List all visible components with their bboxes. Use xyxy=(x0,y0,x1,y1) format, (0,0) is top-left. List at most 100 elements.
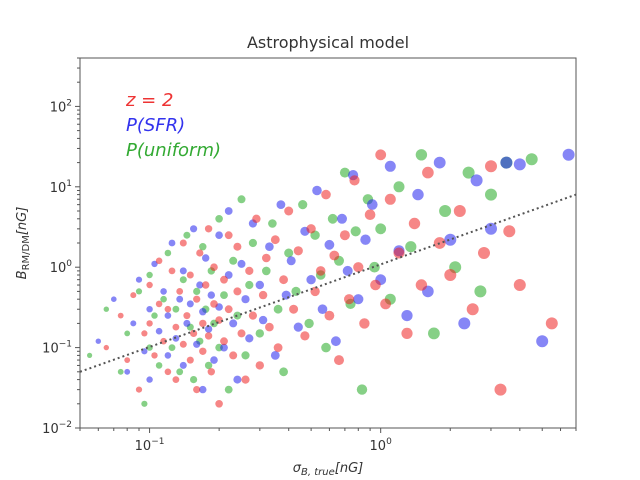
y-tick-label: 100 xyxy=(50,259,73,276)
y-axis-label-main: B xyxy=(15,270,30,279)
data-point xyxy=(204,225,213,233)
data-point xyxy=(293,322,303,332)
data-point xyxy=(453,205,466,217)
data-point xyxy=(135,386,143,393)
data-point xyxy=(196,249,204,257)
data-point xyxy=(428,327,440,340)
x-axis-label-unit: [nG] xyxy=(335,461,363,476)
x-axis-label: σB, true[nG] xyxy=(293,461,363,478)
data-point xyxy=(179,340,187,348)
data-point xyxy=(270,351,280,360)
x-tick-label: 100 xyxy=(370,437,393,454)
data-point xyxy=(513,158,526,171)
data-point xyxy=(135,288,143,295)
data-point xyxy=(141,400,148,407)
data-point xyxy=(233,375,242,384)
data-point xyxy=(141,330,148,337)
data-point xyxy=(103,344,110,351)
data-point xyxy=(183,319,191,327)
data-point xyxy=(248,311,257,320)
data-point xyxy=(289,304,299,314)
data-point xyxy=(405,241,417,253)
data-point xyxy=(248,238,257,248)
data-point xyxy=(117,368,124,375)
data-point xyxy=(179,276,187,284)
data-point xyxy=(444,233,457,246)
data-point xyxy=(339,230,350,241)
data-point xyxy=(344,294,355,305)
data-point xyxy=(151,312,158,319)
data-point xyxy=(164,305,172,313)
data-point xyxy=(155,327,163,335)
data-point xyxy=(186,300,194,308)
data-point xyxy=(204,332,213,340)
data-point xyxy=(146,320,153,327)
data-point xyxy=(233,242,242,251)
data-point xyxy=(146,306,153,313)
data-point xyxy=(229,256,238,265)
data-point xyxy=(255,361,264,370)
data-point xyxy=(422,166,434,179)
y-axis-label-sub: RM/DM xyxy=(21,235,32,270)
data-point xyxy=(224,305,233,314)
data-point xyxy=(179,267,187,275)
data-point xyxy=(229,351,238,360)
data-point xyxy=(111,296,117,303)
legend: z = 2 P(SFR) P(uniform) xyxy=(125,90,221,161)
data-point xyxy=(252,214,261,223)
data-point xyxy=(210,300,218,308)
data-point xyxy=(474,285,487,298)
data-point xyxy=(339,167,350,178)
data-point xyxy=(241,351,250,360)
data-point xyxy=(224,207,233,215)
data-point xyxy=(337,213,347,224)
data-point xyxy=(304,318,314,329)
data-point xyxy=(220,291,228,299)
data-point xyxy=(356,384,368,395)
data-point xyxy=(284,248,294,258)
data-point xyxy=(233,311,242,320)
data-point xyxy=(279,367,288,377)
data-point xyxy=(470,174,483,187)
data-point xyxy=(183,231,191,239)
data-point xyxy=(331,336,341,347)
data-point xyxy=(176,295,184,303)
data-point xyxy=(364,209,376,220)
data-point xyxy=(245,280,254,290)
data-point xyxy=(317,304,328,315)
data-point xyxy=(103,306,110,312)
data-point xyxy=(215,400,223,408)
data-point xyxy=(199,243,207,251)
data-point xyxy=(412,188,424,201)
data-point xyxy=(279,275,288,285)
data-point xyxy=(369,261,380,273)
data-point xyxy=(164,352,172,359)
data-point xyxy=(146,271,153,279)
y-axis-label-unit: [nG] xyxy=(15,207,30,235)
data-point xyxy=(193,340,201,348)
data-point xyxy=(270,235,280,245)
data-point xyxy=(202,281,210,289)
data-point xyxy=(151,260,158,268)
data-point xyxy=(95,338,102,344)
data-point xyxy=(135,276,143,283)
data-point xyxy=(321,342,331,353)
data-point xyxy=(168,344,176,351)
data-point xyxy=(179,361,187,369)
data-point xyxy=(258,290,268,300)
data-point xyxy=(393,181,405,193)
data-point xyxy=(380,298,391,310)
data-point xyxy=(503,225,516,238)
data-point xyxy=(485,222,497,235)
data-point xyxy=(265,322,274,332)
data-point xyxy=(186,356,194,364)
data-point xyxy=(168,239,176,247)
data-point xyxy=(183,312,191,320)
data-point xyxy=(146,281,153,289)
data-point xyxy=(155,300,163,308)
data-point xyxy=(233,287,242,296)
data-point xyxy=(401,327,413,339)
data-point xyxy=(117,312,124,319)
data-point xyxy=(199,385,207,394)
